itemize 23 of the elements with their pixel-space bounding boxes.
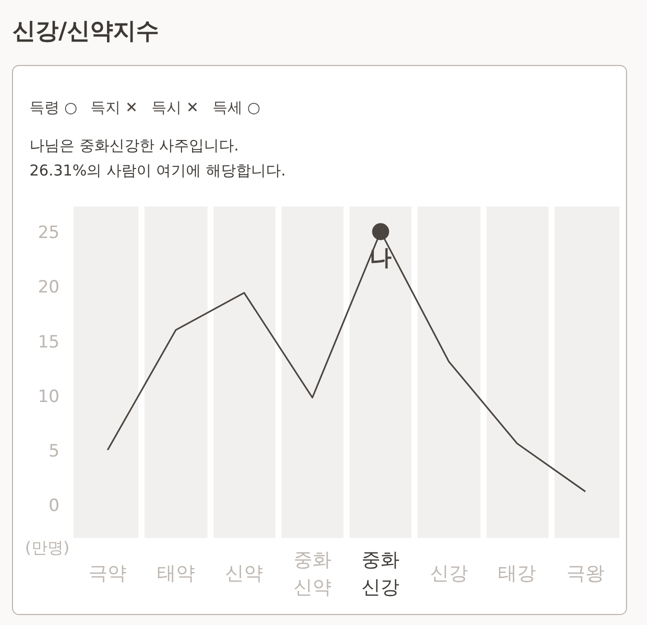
y-tick-label: 25 xyxy=(38,223,60,244)
x-tick-label: 극왕 xyxy=(566,562,604,584)
text: 득지 ✕ xyxy=(90,98,138,116)
x-tick-label: 중화신약 xyxy=(293,548,332,598)
text: 득령 ○ xyxy=(30,98,78,116)
x-tick-label: 중화신강 xyxy=(362,548,400,598)
x-tick-label: 신약 xyxy=(225,562,264,584)
x-tick-label: 태강 xyxy=(498,562,536,584)
annotation: 나 xyxy=(370,246,392,272)
text: 득시 ✕ xyxy=(152,98,199,116)
y-tick-label: 0 xyxy=(48,496,60,516)
y-tick-label: 15 xyxy=(38,332,60,352)
y-tick-label: 20 xyxy=(38,278,60,298)
x-tick-label: 태약 xyxy=(156,562,195,584)
chart-title: 신강/신약지수 xyxy=(12,18,159,44)
y-axis-title: (만명) xyxy=(25,538,70,557)
x-tick-label: 신강 xyxy=(430,562,468,584)
y-tick-label: 10 xyxy=(38,386,60,407)
text: 나님은 중화신강한 사주입니다. xyxy=(30,136,239,154)
x-tick-label: 극약 xyxy=(88,562,127,584)
y-tick-label: 5 xyxy=(48,442,60,462)
text: 득세 ○ xyxy=(212,98,260,116)
text: 26.31%의 사람이 여기에 해당합니다. xyxy=(30,162,286,180)
